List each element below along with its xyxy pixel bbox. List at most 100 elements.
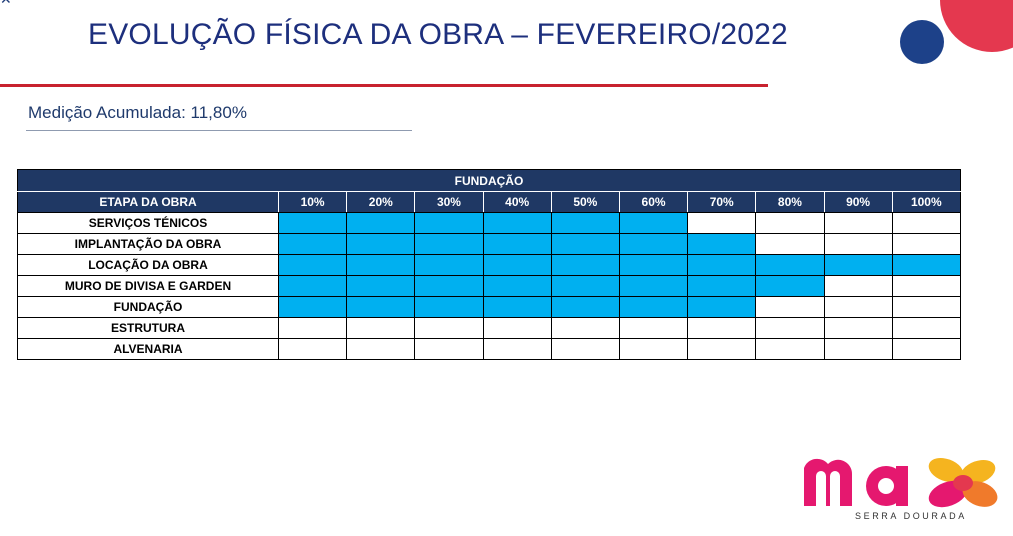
progress-cell-filled bbox=[482, 254, 552, 276]
progress-cell-filled bbox=[891, 254, 961, 276]
logo-mark bbox=[804, 457, 998, 508]
percent-column-header: 100% bbox=[891, 191, 961, 213]
progress-cell-empty bbox=[687, 338, 757, 360]
stage-name: MURO DE DIVISA E GARDEN bbox=[17, 275, 279, 297]
progress-cell-filled bbox=[346, 212, 416, 234]
progress-cell-empty bbox=[823, 296, 893, 318]
table-row: LOCAÇÃO DA OBRA bbox=[17, 254, 961, 276]
progress-cell-empty bbox=[823, 212, 893, 234]
progress-cell-empty bbox=[891, 338, 961, 360]
progress-cell-empty bbox=[482, 338, 552, 360]
progress-cell-filled bbox=[482, 233, 552, 255]
stage-name: ALVENARIA bbox=[17, 338, 279, 360]
table-row: FUNDAÇÃO bbox=[17, 296, 961, 318]
progress-cell-filled bbox=[482, 275, 552, 297]
progress-cell-empty bbox=[550, 338, 620, 360]
progress-cell-filled bbox=[550, 296, 620, 318]
progress-cell-empty bbox=[891, 317, 961, 339]
progress-cell-filled bbox=[346, 296, 416, 318]
percent-column-header: 30% bbox=[414, 191, 484, 213]
stage-column-header: ETAPA DA OBRA bbox=[17, 191, 279, 213]
table-row: SERVIÇOS TÉNICOS bbox=[17, 212, 961, 234]
progress-cell-empty bbox=[687, 317, 757, 339]
progress-cell-empty bbox=[755, 233, 825, 255]
progress-cell-filled bbox=[277, 254, 348, 276]
progress-cell-filled bbox=[550, 233, 620, 255]
progress-cell-filled bbox=[277, 233, 348, 255]
progress-cell-empty bbox=[823, 233, 893, 255]
progress-cell-filled bbox=[414, 212, 484, 234]
percent-column-header: 20% bbox=[346, 191, 416, 213]
progress-cell-filled bbox=[618, 233, 689, 255]
stage-name: SERVIÇOS TÉNICOS bbox=[17, 212, 279, 234]
progress-cell-filled bbox=[482, 212, 552, 234]
stage-name: ESTRUTURA bbox=[17, 317, 279, 339]
progress-cell-filled bbox=[550, 275, 620, 297]
progress-cell-empty bbox=[891, 233, 961, 255]
progress-cell-empty bbox=[891, 296, 961, 318]
progress-cell-empty bbox=[277, 338, 348, 360]
progress-cell-empty bbox=[823, 275, 893, 297]
title-divider bbox=[0, 84, 768, 87]
progress-cell-empty bbox=[618, 317, 689, 339]
progress-cell-empty bbox=[823, 317, 893, 339]
progress-table: FUNDAÇÃO ETAPA DA OBRA 10% 20% 30% 40% 50% 60… bbox=[17, 169, 961, 360]
table-row: ALVENARIA bbox=[17, 338, 961, 360]
progress-cell-empty bbox=[687, 212, 757, 234]
progress-cell-empty bbox=[755, 296, 825, 318]
progress-cell-filled bbox=[755, 254, 825, 276]
accumulated-measurement: Medição Acumulada: 11,80% bbox=[28, 103, 247, 122]
percent-column-header: 70% bbox=[687, 191, 757, 213]
max-serra-dourada-logo: SERRA DOURADA bbox=[800, 448, 1000, 528]
progress-cell-empty bbox=[755, 317, 825, 339]
progress-cell-filled bbox=[414, 296, 484, 318]
progress-cell-empty bbox=[755, 338, 825, 360]
table-body: SERVIÇOS TÉNICOS IMPLANTAÇÃO DA OBRA LOCAÇ… bbox=[17, 212, 961, 360]
progress-cell-filled bbox=[414, 254, 484, 276]
progress-cell-filled bbox=[687, 275, 757, 297]
progress-cell-empty bbox=[755, 212, 825, 234]
percent-column-header: 60% bbox=[618, 191, 689, 213]
page-title: EVOLUÇÃO FÍSICA DA OBRA – FEVEREIRO/2022 bbox=[88, 18, 788, 51]
progress-cell-filled bbox=[618, 254, 689, 276]
percent-column-header: 90% bbox=[823, 191, 893, 213]
subtitle-divider bbox=[26, 130, 412, 131]
progress-cell-filled bbox=[618, 212, 689, 234]
progress-cell-filled bbox=[277, 296, 348, 318]
progress-cell-filled bbox=[550, 212, 620, 234]
progress-cell-empty bbox=[891, 212, 961, 234]
progress-cell-empty bbox=[414, 317, 484, 339]
progress-cell-filled bbox=[346, 254, 416, 276]
star-icon: ✕ bbox=[0, 0, 12, 6]
percent-column-header: 40% bbox=[482, 191, 552, 213]
progress-cell-empty bbox=[891, 275, 961, 297]
table-row: ESTRUTURA bbox=[17, 317, 961, 339]
progress-cell-filled bbox=[277, 212, 348, 234]
progress-cell-filled bbox=[618, 275, 689, 297]
progress-cell-filled bbox=[550, 254, 620, 276]
stage-name: LOCAÇÃO DA OBRA bbox=[17, 254, 279, 276]
progress-cell-filled bbox=[618, 296, 689, 318]
progress-cell-filled bbox=[346, 275, 416, 297]
percent-column-header: 50% bbox=[550, 191, 620, 213]
progress-cell-empty bbox=[414, 338, 484, 360]
table-row: MURO DE DIVISA E GARDEN bbox=[17, 275, 961, 297]
progress-cell-filled bbox=[482, 296, 552, 318]
section-header: FUNDAÇÃO bbox=[17, 169, 961, 192]
logo-tagline: SERRA DOURADA bbox=[855, 511, 967, 521]
percent-column-header: 10% bbox=[277, 191, 348, 213]
decorative-navy-circle bbox=[900, 20, 944, 64]
progress-cell-empty bbox=[823, 338, 893, 360]
progress-cell-filled bbox=[687, 254, 757, 276]
stage-name: IMPLANTAÇÃO DA OBRA bbox=[17, 233, 279, 255]
progress-cell-empty bbox=[618, 338, 689, 360]
progress-cell-filled bbox=[687, 233, 757, 255]
progress-cell-empty bbox=[346, 338, 416, 360]
progress-cell-filled bbox=[277, 275, 348, 297]
progress-cell-filled bbox=[414, 233, 484, 255]
progress-cell-empty bbox=[277, 317, 348, 339]
progress-cell-filled bbox=[346, 233, 416, 255]
percent-column-header: 80% bbox=[755, 191, 825, 213]
column-header-row: ETAPA DA OBRA 10% 20% 30% 40% 50% 60% 70% 80% 90… bbox=[17, 191, 961, 213]
table-row: IMPLANTAÇÃO DA OBRA bbox=[17, 233, 961, 255]
